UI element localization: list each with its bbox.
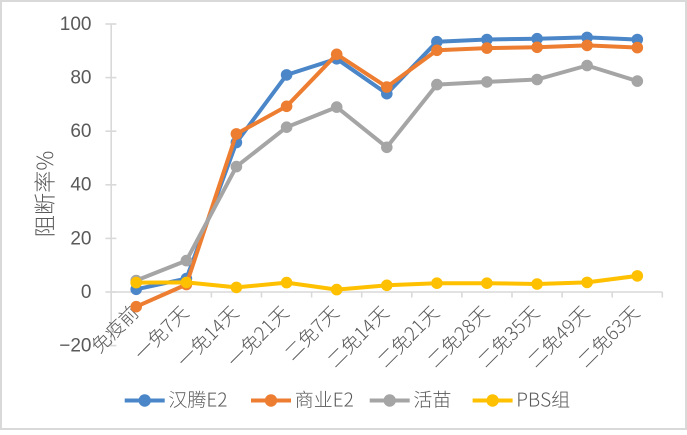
svg-text:80: 80 [70, 68, 91, 89]
svg-text:0: 0 [81, 282, 92, 303]
svg-text:100: 100 [60, 14, 92, 35]
svg-text:60: 60 [70, 121, 91, 142]
svg-text:40: 40 [70, 175, 91, 196]
svg-text:20: 20 [70, 228, 91, 249]
svg-text:−20: −20 [59, 336, 91, 357]
